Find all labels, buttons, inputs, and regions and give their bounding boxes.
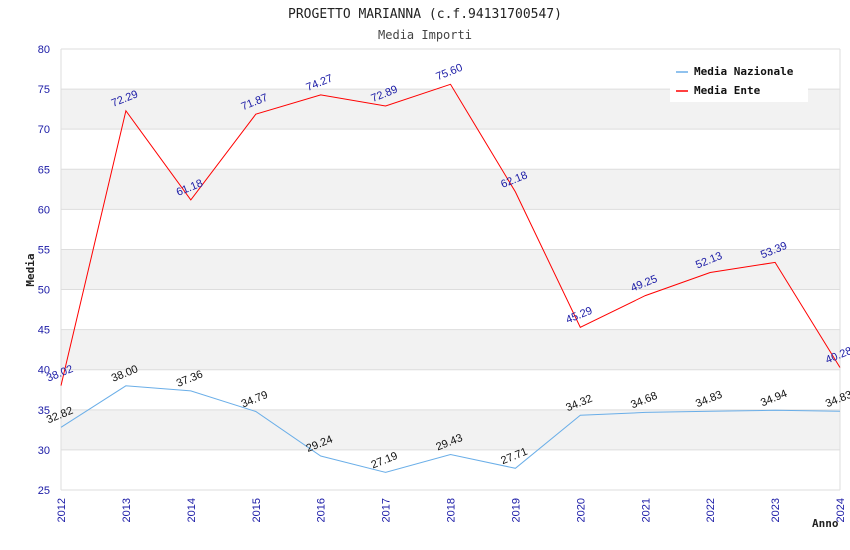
data-label: 34.94 — [759, 388, 789, 409]
y-tick-label: 75 — [38, 84, 50, 96]
background-bands — [61, 89, 840, 450]
x-axis-title: Anno — [812, 517, 839, 530]
x-tick-label: 2022 — [705, 498, 717, 522]
x-tick-label: 2015 — [251, 498, 263, 522]
legend-label-media-ente: Media Ente — [694, 84, 761, 97]
y-tick-label: 40 — [38, 365, 50, 377]
grid-band — [61, 329, 840, 370]
grid-band — [61, 409, 840, 450]
grid-band — [61, 169, 840, 210]
y-tick-label: 35 — [38, 405, 50, 417]
data-label: 27.19 — [369, 450, 399, 471]
grid-lines — [60, 48, 841, 491]
data-label: 37.36 — [175, 368, 205, 389]
legend: Media Nazionale Media Ente — [670, 60, 808, 102]
y-tick-label: 60 — [38, 204, 50, 216]
y-axis-title: Media — [24, 253, 37, 286]
chart-subtitle: Media Importi — [378, 28, 472, 42]
x-tick-label: 2016 — [316, 498, 328, 522]
y-tick-label: 70 — [38, 124, 50, 136]
x-tick-label: 2014 — [186, 498, 198, 522]
x-tick-label: 2020 — [575, 498, 587, 522]
x-tick-label: 2023 — [770, 498, 782, 522]
y-tick-label: 45 — [38, 325, 50, 337]
grid-band — [61, 249, 840, 290]
data-label: 75.60 — [434, 62, 464, 83]
data-label: 34.83 — [824, 389, 850, 410]
x-tick-label: 2018 — [446, 498, 458, 522]
x-tick-label: 2017 — [381, 498, 393, 522]
legend-background — [670, 60, 808, 102]
y-tick-label: 50 — [38, 285, 50, 297]
chart-title: PROGETTO MARIANNA (c.f.94131700547) — [288, 7, 562, 22]
x-tick-label: 2012 — [56, 498, 68, 522]
legend-label-media-nazionale: Media Nazionale — [694, 65, 794, 78]
y-tick-label: 80 — [38, 44, 50, 56]
x-axis-ticks: 2012 2013 2014 2015 2016 2017 2018 2019 2020 2021… — [56, 498, 847, 522]
data-label: 34.79 — [240, 389, 270, 410]
series-line-media-nazionale — [60, 385, 841, 473]
x-tick-label: 2024 — [835, 498, 847, 522]
x-tick-label: 2019 — [510, 498, 522, 522]
data-label: 34.83 — [694, 389, 724, 410]
series-line-media-ente — [60, 83, 841, 386]
y-axis-ticks: 25 30 35 40 45 50 55 60 65 70 75 80 — [38, 44, 50, 497]
data-label: 34.68 — [629, 390, 659, 411]
y-tick-label: 65 — [38, 164, 50, 176]
series-lines — [60, 83, 841, 473]
x-tick-label: 2013 — [121, 498, 133, 522]
y-tick-label: 30 — [38, 445, 50, 457]
x-tick-label: 2021 — [640, 498, 652, 522]
y-tick-label: 55 — [38, 244, 50, 256]
y-tick-label: 25 — [38, 485, 50, 497]
